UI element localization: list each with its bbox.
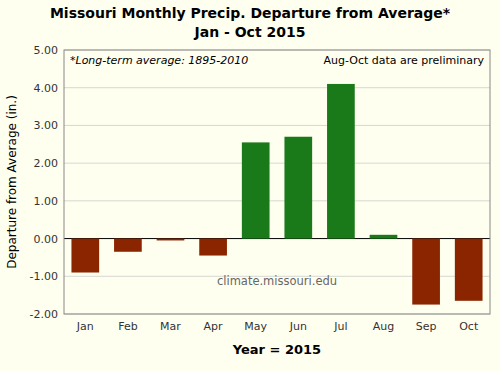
x-axis-label: Year = 2015 <box>232 342 321 357</box>
bar <box>455 239 483 301</box>
y-tick-label: -1.00 <box>30 270 58 283</box>
y-tick-label: 0.00 <box>34 233 59 246</box>
annotation: Aug-Oct data are preliminary <box>324 54 485 67</box>
x-tick-label: Sep <box>416 320 437 333</box>
bars <box>71 84 482 305</box>
y-tick-label: 1.00 <box>34 195 59 208</box>
x-tick-label: May <box>244 320 267 333</box>
grid-line <box>64 87 490 88</box>
bar <box>412 239 440 305</box>
subtitle: Jan - Oct 2015 <box>194 24 306 40</box>
watermark: climate.missouri.edu <box>217 274 337 288</box>
x-tick-label: Apr <box>204 320 224 333</box>
bar <box>370 235 398 239</box>
x-tick-label: Feb <box>118 320 137 333</box>
bar <box>199 239 227 256</box>
y-tick-label: 3.00 <box>34 119 59 132</box>
annotation: *Long-term average: 1895-2010 <box>70 54 248 67</box>
x-tick-label: Aug <box>373 320 394 333</box>
y-tick-label: 2.00 <box>34 157 59 170</box>
bar <box>157 239 185 241</box>
y-axis-label: Departure from Average (in.) <box>5 95 19 269</box>
x-tick-label: Oct <box>459 320 479 333</box>
x-tick-label: Mar <box>160 320 181 333</box>
bar <box>114 239 142 252</box>
x-tick-label: Jan <box>76 320 94 333</box>
title: Missouri Monthly Precip. Departure from … <box>50 5 451 21</box>
chart: Missouri Monthly Precip. Departure from … <box>0 0 500 371</box>
x-tick-label: Jul <box>333 320 347 333</box>
grid <box>64 50 490 314</box>
bar <box>71 239 99 273</box>
y-tick-label: -2.00 <box>30 308 58 321</box>
grid-line <box>64 125 490 126</box>
plot-frame <box>64 50 490 314</box>
grid-line <box>64 163 490 164</box>
y-tick-label: 5.00 <box>34 44 59 57</box>
y-tick-label: 4.00 <box>34 82 59 95</box>
grid-line <box>64 200 490 201</box>
bar <box>284 137 312 239</box>
bar <box>327 84 355 239</box>
x-tick-label: Jun <box>289 320 307 333</box>
bar <box>242 142 270 238</box>
